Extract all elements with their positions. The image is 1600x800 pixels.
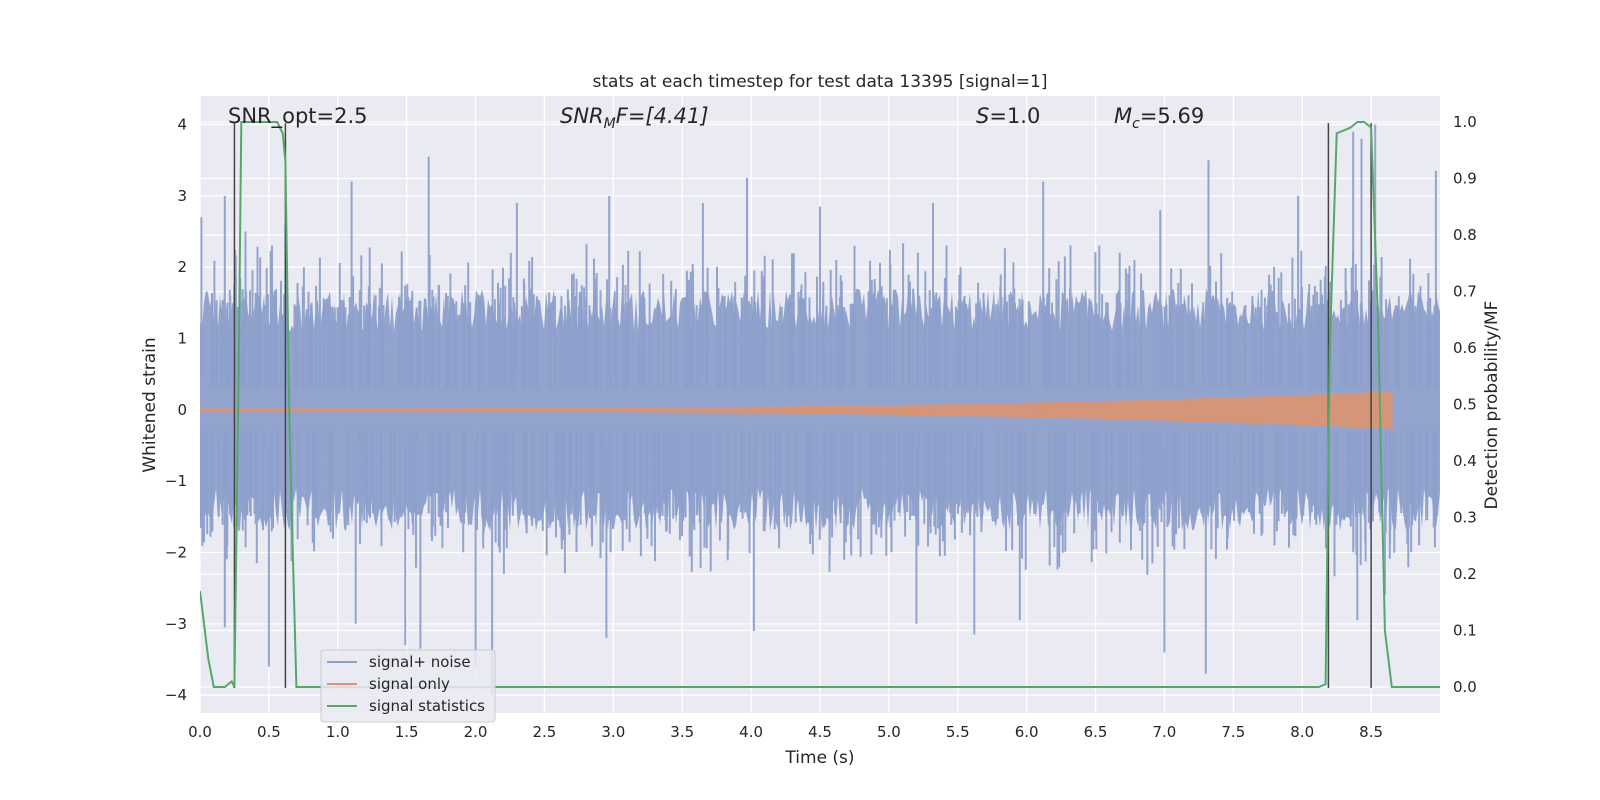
y2-tick-label: 0.0 [1453,678,1477,696]
y2-tick-labels: 1.0 0.9 0.8 0.7 0.6 0.5 0.4 0.3 0.2 0.1 0.0 [1453,113,1477,696]
x-tick-label: 3.0 [601,723,625,741]
legend-label-signal-noise: signal+ noise [369,653,471,671]
x-tick-label: 7.5 [1221,723,1245,741]
x-tick-label: 1.5 [395,723,419,741]
chart-title: stats at each timestep for test data 133… [593,72,1048,92]
x-tick-label: 6.0 [1015,723,1039,741]
y-tick-label: 1 [177,330,187,348]
annotation-mc: Mc=5.69 [1114,104,1204,132]
noise-spike-path [200,124,1438,696]
x-tick-label: 0.0 [188,723,212,741]
annotation-snr-opt: SNR_opt=2.5 [228,104,368,129]
x-tick-labels: 0.0 0.5 1.0 1.5 2.0 2.5 3.0 3.5 4.0 4.5 5.0 5.5 6.0 6… [188,723,1383,741]
legend-box [320,649,496,723]
y-tick-label: 4 [177,116,187,134]
y-axis-title: Whitened strain [140,337,160,472]
x-tick-label: 1.0 [326,723,350,741]
y2-tick-label: 0.9 [1453,169,1477,187]
y-tick-label: −1 [165,472,187,490]
x-tick-label: 8.0 [1290,723,1314,741]
x-tick-label: 5.0 [877,723,901,741]
annotation-snr-mf-rest: F=[4.41] [616,104,709,128]
annotation-mc-main: M [1114,104,1132,128]
annotation-s-rest: =1.0 [989,104,1040,128]
x-tick-label: 5.5 [946,723,970,741]
y-tick-label: 2 [177,258,187,276]
y2-tick-label: 0.5 [1453,396,1477,414]
x-tick-label: 0.5 [257,723,281,741]
y2-tick-label: 0.1 [1453,622,1477,640]
y2-tick-label: 0.3 [1453,509,1477,527]
y2-tick-label: 0.7 [1453,282,1477,300]
y2-tick-label: 0.8 [1453,226,1477,244]
y-tick-label: −4 [165,686,187,704]
x-axis-title: Time (s) [784,748,854,768]
y2-tick-label: 0.6 [1453,339,1477,357]
x-tick-label: 2.0 [464,723,488,741]
y-tick-label: 0 [177,401,187,419]
signal-noise-spikes [200,124,1438,696]
x-tick-label: 4.5 [808,723,832,741]
y2-tick-label: 1.0 [1453,113,1477,131]
signal-only-chirp [200,391,1393,429]
annotation-mc-rest: =5.69 [1140,104,1204,128]
annotation-snr-mf-main: SNR [560,104,604,128]
x-tick-label: 4.0 [739,723,763,741]
annotation-mc-sub: c [1132,116,1140,132]
plot-content [200,121,1440,696]
annotation-s: S=1.0 [976,104,1040,128]
x-tick-label: 3.5 [670,723,694,741]
x-tick-label: 8.5 [1359,723,1383,741]
legend-label-signal-only: signal only [369,675,450,693]
y-tick-label: −3 [165,615,187,633]
signal-statistics-line [200,121,1440,688]
y2-tick-label: 0.2 [1453,565,1477,583]
annotation-snr-mf: SNRMF=[4.41] [560,104,709,132]
legend: signal+ noise signal only signal statist… [320,649,496,723]
annotation-snr-mf-sub: M [604,116,616,132]
y-tick-label: −2 [165,544,187,562]
x-tick-label: 6.5 [1084,723,1108,741]
y-tick-labels: 4 3 2 1 0 −1 −2 −3 −4 [165,116,187,705]
y-tick-label: 3 [177,187,187,205]
y2-tick-label: 0.4 [1453,452,1477,470]
x-tick-label: 7.0 [1153,723,1177,741]
annotation-s-main: S [976,104,989,128]
legend-label-signal-statistics: signal statistics [369,697,485,715]
y2-axis-title: Detection probability/MF [1482,301,1502,510]
x-tick-label: 2.5 [533,723,557,741]
